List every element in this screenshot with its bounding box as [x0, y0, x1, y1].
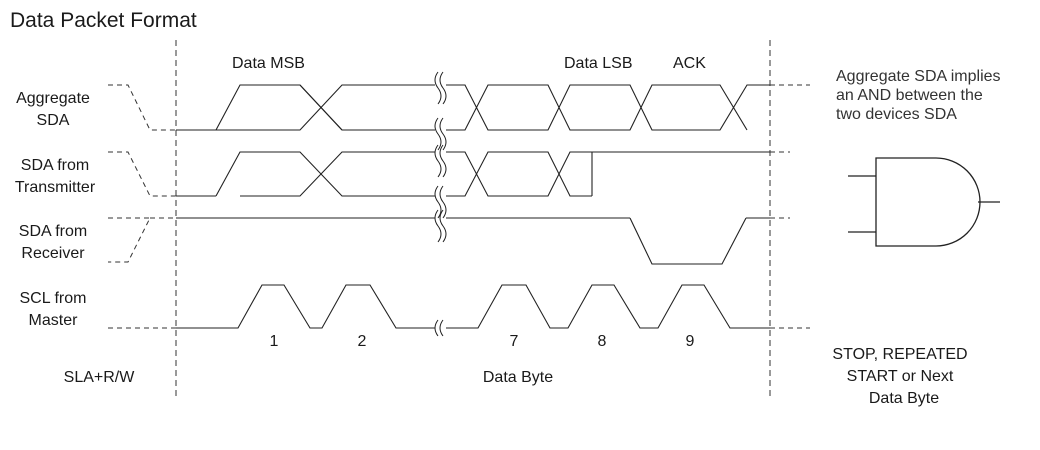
- data-msb-label: Data MSB: [232, 55, 305, 72]
- signal-label-sda-transmitter: SDA from Transmitter: [15, 157, 96, 196]
- svg-text:Master: Master: [29, 312, 79, 329]
- svg-text:START or Next: START or Next: [847, 368, 954, 385]
- aggregate-sda-waveform: [108, 84, 810, 131]
- signal-label-scl-master: SCL from Master: [20, 290, 87, 329]
- aggregate-sda-note: Aggregate SDA implies an AND between the…: [836, 68, 1001, 123]
- svg-text:two devices SDA: two devices SDA: [836, 106, 957, 123]
- section-label-stop-repeated: STOP, REPEATED START or Next Data Byte: [832, 346, 967, 407]
- svg-text:SDA from: SDA from: [21, 157, 89, 174]
- and-gate-icon: [848, 157, 1000, 247]
- svg-text:Transmitter: Transmitter: [15, 179, 96, 196]
- clock-number-7: 7: [510, 333, 519, 350]
- svg-text:an AND between the: an AND between the: [836, 87, 983, 104]
- svg-text:Receiver: Receiver: [21, 245, 85, 262]
- svg-text:SDA from: SDA from: [19, 223, 87, 240]
- sda-transmitter-waveform: [108, 151, 790, 197]
- svg-text:STOP, REPEATED: STOP, REPEATED: [832, 346, 967, 363]
- scl-master-waveform: [108, 284, 810, 329]
- clock-number-8: 8: [598, 333, 607, 350]
- svg-text:Aggregate SDA implies: Aggregate SDA implies: [836, 68, 1001, 85]
- clock-number-2: 2: [358, 333, 367, 350]
- svg-text:Data Byte: Data Byte: [869, 390, 939, 407]
- section-label-sla-rw: SLA+R/W: [64, 369, 136, 386]
- svg-text:Aggregate: Aggregate: [16, 90, 90, 107]
- svg-text:SDA: SDA: [37, 112, 70, 129]
- signal-label-sda-receiver: SDA from Receiver: [19, 223, 87, 262]
- time-break-marks: [434, 71, 447, 337]
- signal-label-aggregate-sda: Aggregate SDA: [16, 90, 90, 129]
- section-label-data-byte: Data Byte: [483, 369, 553, 386]
- clock-number-1: 1: [270, 333, 279, 350]
- sda-receiver-waveform: [108, 217, 790, 265]
- clock-number-9: 9: [686, 333, 695, 350]
- data-lsb-label: Data LSB: [564, 55, 632, 72]
- ack-label: ACK: [673, 55, 706, 72]
- diagram-title: Data Packet Format: [10, 9, 197, 32]
- svg-text:SCL from: SCL from: [20, 290, 87, 307]
